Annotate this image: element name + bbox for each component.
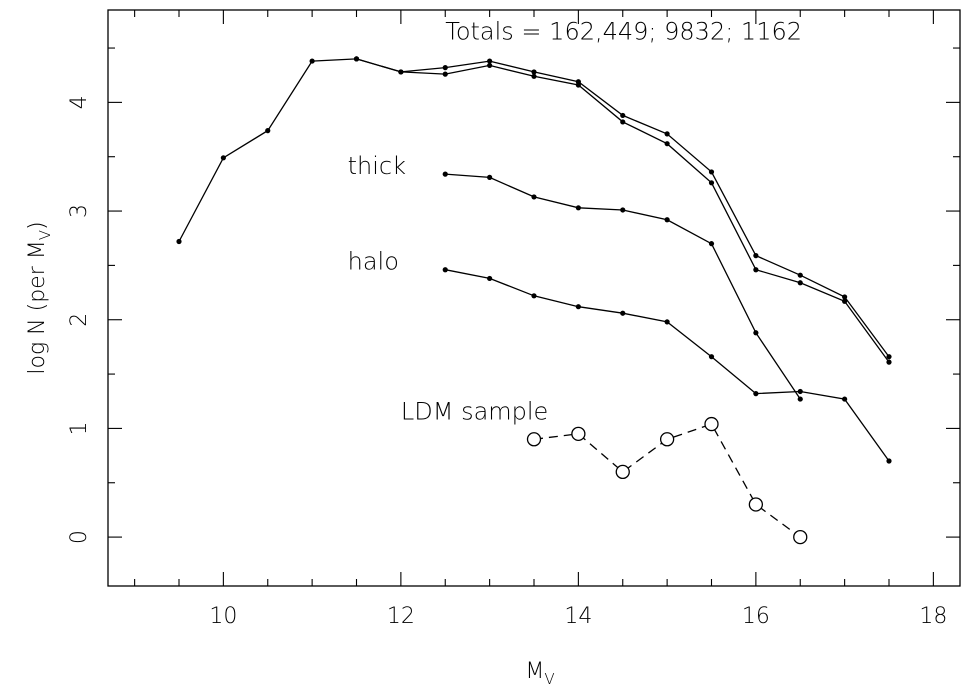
- data-point: [442, 65, 448, 71]
- x-tick-label: 10: [209, 604, 237, 629]
- annotation: halo: [348, 248, 399, 276]
- data-point: [487, 58, 493, 64]
- x-axis-label-main: M: [525, 659, 544, 684]
- series-0: [176, 56, 892, 360]
- data-point: [753, 267, 759, 273]
- data-point: [575, 82, 581, 88]
- data-point: [220, 155, 226, 161]
- data-point: [708, 241, 715, 247]
- y-tick-label: 2: [67, 313, 92, 327]
- data-point: [487, 174, 493, 180]
- data-point: [615, 464, 630, 480]
- annotation: thick: [348, 152, 406, 180]
- data-point: [797, 396, 803, 402]
- y-tick-label: 4: [67, 95, 92, 109]
- data-point: [442, 71, 448, 77]
- data-point: [842, 294, 848, 300]
- data-point: [664, 131, 670, 137]
- axis-ticks: [108, 10, 960, 586]
- x-tick-label: 18: [919, 604, 947, 629]
- y-tick-label: 3: [67, 204, 92, 218]
- data-point: [664, 319, 670, 325]
- data-point: [664, 141, 670, 147]
- data-point: [176, 238, 182, 245]
- data-point: [753, 253, 759, 259]
- data-point: [659, 432, 675, 447]
- x-axis-label-sub: V: [544, 670, 554, 688]
- data-point: [797, 272, 803, 278]
- data-point: [704, 416, 719, 432]
- data-point: [886, 354, 892, 360]
- data-point: [797, 280, 803, 286]
- y-axis-label-end: ): [25, 221, 50, 230]
- x-tick-label: 14: [564, 604, 592, 629]
- data-point: [526, 432, 542, 447]
- data-point: [531, 69, 537, 75]
- data-point: [886, 359, 892, 365]
- annotation: Totals = 162,449; 9832; 1162: [445, 17, 802, 45]
- y-axis-label-main: log N (per M: [25, 240, 50, 374]
- data-point: [442, 267, 448, 273]
- y-axis-label-sub: V: [36, 230, 54, 240]
- data-point: [487, 62, 493, 69]
- x-tick-label: 16: [742, 604, 770, 629]
- y-axis-label: log N (per MV): [25, 221, 54, 374]
- annotation: LDM sample: [401, 398, 548, 426]
- data-point: [575, 205, 581, 211]
- x-tick-label: 12: [387, 604, 415, 629]
- data-point: [708, 180, 715, 186]
- data-point: [398, 69, 404, 75]
- data-point: [620, 112, 626, 119]
- y-tick-label: 1: [67, 421, 92, 435]
- series-layer: [176, 56, 892, 545]
- data-point: [620, 119, 626, 125]
- data-point: [753, 391, 759, 397]
- data-point: [571, 426, 586, 441]
- data-point: [842, 298, 848, 304]
- data-point: [753, 330, 759, 336]
- data-point: [353, 56, 360, 62]
- series-4: [526, 416, 808, 545]
- data-point: [531, 194, 537, 200]
- series-3: [442, 267, 892, 464]
- data-point: [797, 388, 803, 395]
- x-axis-label: MV: [525, 659, 554, 688]
- data-point: [664, 217, 670, 223]
- data-point: [531, 73, 537, 79]
- data-point: [620, 310, 626, 316]
- data-point: [748, 497, 764, 512]
- data-point: [708, 169, 715, 175]
- data-point: [265, 128, 271, 134]
- data-point: [842, 396, 848, 402]
- series-1: [353, 56, 892, 365]
- data-point: [487, 275, 493, 282]
- data-point: [531, 293, 537, 299]
- data-point: [442, 171, 448, 177]
- data-point: [886, 458, 892, 464]
- data-point: [575, 304, 581, 310]
- data-point: [793, 529, 808, 545]
- data-point: [309, 58, 315, 64]
- data-point: [620, 207, 626, 213]
- series-line: [178, 58, 890, 358]
- series-2: [442, 171, 803, 402]
- y-tick-label: 0: [67, 530, 92, 544]
- data-point: [708, 354, 715, 360]
- annotations: Totals = 162,449; 9832; 1162 thick halo LDM…: [348, 17, 802, 425]
